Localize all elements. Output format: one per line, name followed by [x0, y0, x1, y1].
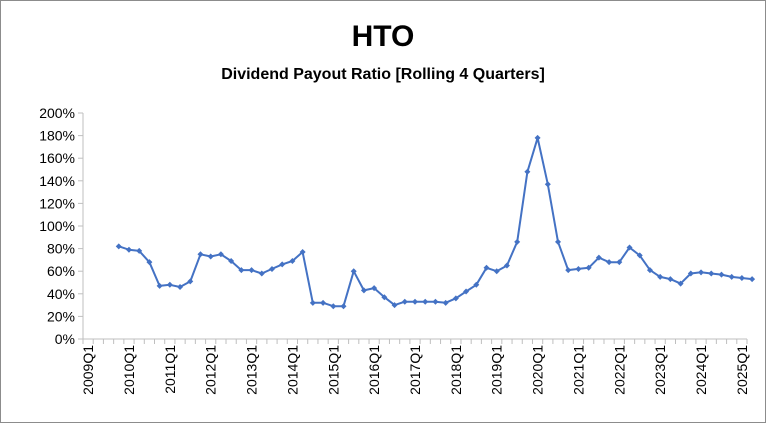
data-point — [667, 276, 674, 283]
data-point — [534, 134, 541, 141]
series-line — [118, 136, 753, 308]
data-point — [473, 281, 480, 288]
data-point — [555, 238, 562, 245]
data-point — [493, 268, 500, 275]
data-point — [636, 252, 643, 259]
y-tick-label: 60% — [47, 263, 75, 279]
x-tick-label: 2019Q1 — [489, 345, 505, 395]
x-tick-label: 2011Q1 — [162, 345, 178, 394]
data-point — [258, 270, 265, 277]
data-point — [708, 270, 715, 277]
data-point — [177, 284, 184, 291]
data-point — [289, 258, 296, 265]
data-point — [299, 248, 306, 255]
data-point — [350, 268, 357, 275]
data-point — [279, 261, 286, 268]
y-tick-label: 140% — [39, 173, 75, 189]
data-point — [320, 299, 327, 306]
x-tick-label: 2016Q1 — [366, 345, 382, 395]
x-tick-label: 2012Q1 — [203, 345, 219, 395]
x-tick-label: 2024Q1 — [693, 345, 709, 395]
data-point — [166, 281, 173, 288]
data-point — [340, 303, 347, 310]
data-point — [687, 270, 694, 277]
y-axis: 0% 20% 40% 60% 80% 100% 120% 140% 160% 180% 200% — [39, 105, 84, 347]
data-point — [228, 258, 235, 265]
y-tick-label: 120% — [39, 195, 75, 211]
x-tick-label: 2009Q1 — [80, 345, 96, 395]
data-point — [677, 280, 684, 287]
data-point — [207, 253, 214, 260]
data-point — [463, 288, 470, 295]
data-point — [503, 262, 510, 269]
data-point — [483, 264, 490, 271]
x-axis: 2009Q1 2010Q1 2011Q1 2012Q1 2013Q1 2014Q1 2015… — [80, 338, 750, 395]
data-point — [217, 251, 224, 258]
data-point — [452, 295, 459, 302]
y-tick-label: 20% — [47, 308, 75, 324]
data-point — [401, 298, 408, 305]
x-tick-label: 2023Q1 — [652, 345, 668, 395]
y-tick-label: 180% — [39, 128, 75, 144]
data-point — [381, 294, 388, 301]
data-point — [156, 282, 163, 289]
data-point — [595, 254, 602, 261]
data-point — [238, 267, 245, 274]
data-point — [606, 259, 613, 266]
x-tick-label: 2021Q1 — [570, 345, 586, 395]
data-point — [391, 302, 398, 309]
data-point — [616, 259, 623, 266]
x-tick-label: 2020Q1 — [530, 345, 546, 395]
x-tick-label: 2010Q1 — [121, 345, 137, 395]
data-point — [749, 276, 756, 283]
data-point — [187, 278, 194, 285]
chart-title: HTO — [351, 20, 415, 53]
x-tick-label: 2014Q1 — [284, 345, 300, 395]
data-point — [422, 298, 429, 305]
data-point — [330, 303, 337, 310]
y-tick-label: 100% — [39, 218, 75, 234]
chart-subtitle: Dividend Payout Ratio [Rolling 4 Quarter… — [221, 66, 545, 83]
data-point — [575, 265, 582, 272]
data-point — [646, 267, 653, 274]
y-tick-label: 160% — [39, 150, 75, 166]
data-point — [268, 265, 275, 272]
data-point — [585, 264, 592, 271]
x-tick-label: 2015Q1 — [325, 345, 341, 395]
x-tick-label: 2022Q1 — [611, 345, 627, 395]
series-layer — [115, 134, 756, 310]
y-tick-label: 0% — [55, 331, 75, 347]
data-point — [738, 274, 745, 281]
x-tick-label: 2018Q1 — [448, 345, 464, 395]
data-point — [146, 259, 153, 266]
data-point — [309, 299, 316, 306]
y-tick-label: 80% — [47, 241, 75, 257]
data-point — [442, 299, 449, 306]
y-tick-label: 40% — [47, 286, 75, 302]
x-tick-label: 2017Q1 — [407, 345, 423, 395]
data-point — [125, 246, 132, 253]
y-tick-label: 200% — [39, 105, 75, 121]
data-point — [565, 267, 572, 274]
data-point — [657, 273, 664, 280]
data-point — [718, 271, 725, 278]
data-point — [728, 273, 735, 280]
data-point — [360, 287, 367, 294]
data-point — [514, 238, 521, 245]
x-tick-label: 2013Q1 — [244, 345, 260, 395]
data-point — [136, 247, 143, 254]
data-point — [115, 243, 122, 250]
data-point — [544, 181, 551, 188]
data-point — [412, 298, 418, 305]
data-point — [248, 267, 255, 274]
data-point — [626, 244, 633, 251]
x-tick-label: 2025Q1 — [734, 345, 750, 395]
data-point — [371, 285, 378, 292]
data-point — [524, 168, 531, 175]
data-point — [698, 269, 705, 276]
data-point — [432, 298, 439, 305]
data-point — [197, 251, 204, 258]
